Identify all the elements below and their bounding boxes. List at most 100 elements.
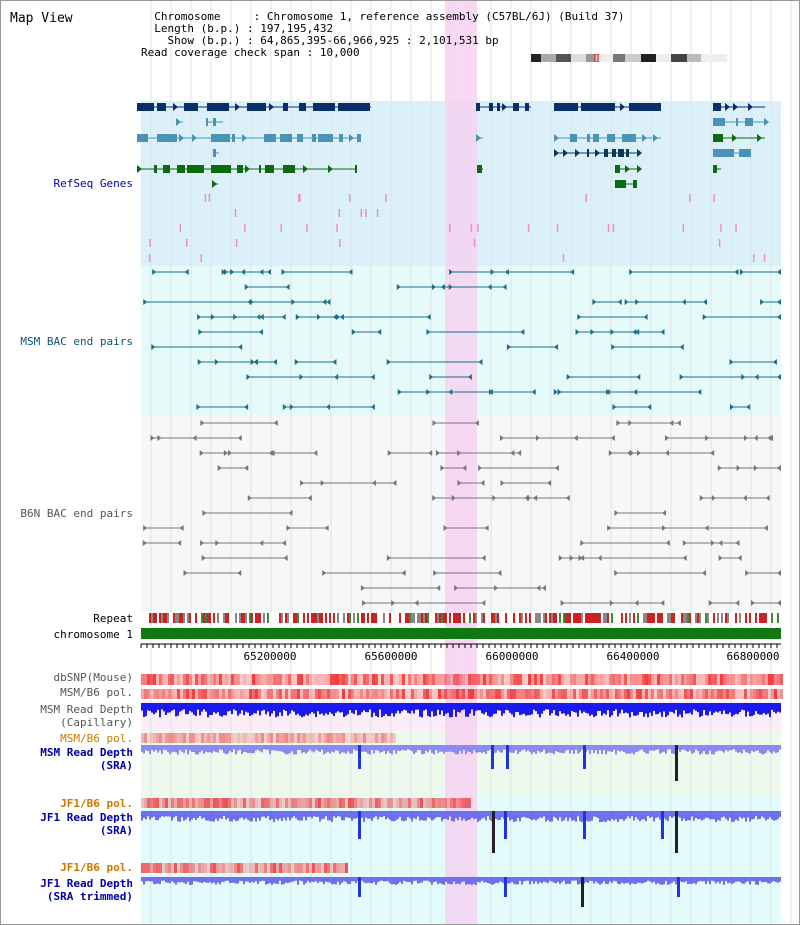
msm-bac-pair-end [258, 329, 263, 335]
track-label-jf1-b6-pol-2[interactable]: JF1/B6 pol. [60, 861, 133, 874]
track-label-msm-bac[interactable]: MSM BAC end pairs [20, 335, 133, 348]
track-label-jf1-b6-pol-1[interactable]: JF1/B6 pol. [60, 797, 133, 810]
msm-sra-depth-bar [143, 745, 145, 754]
dbsnp-cell [333, 674, 336, 685]
repeat-block [661, 613, 663, 623]
msm-sra-depth-bar [233, 745, 235, 750]
msm-pol2-cell [381, 733, 384, 743]
jf1-sra-depth-bar [749, 811, 751, 822]
msm-sra-depth-bar [427, 745, 429, 753]
capillary-depth-bar [571, 703, 573, 712]
dbsnp-cell [279, 674, 282, 685]
msm-sra-depth-bar [395, 745, 397, 754]
track-label-dbsnp[interactable]: dbSNP(Mouse) [53, 671, 133, 684]
jf1-pol-cell [348, 798, 351, 808]
dbsnp-cell [504, 674, 507, 685]
msm-sra-depth-bar [243, 745, 245, 753]
jf1-trim-depth-bar [429, 877, 431, 883]
jf1-sra-depth-bar [307, 811, 309, 817]
jf1-trim-depth-bar [687, 877, 689, 885]
jf1-trim-depth-bar [665, 877, 667, 881]
repeat-block [733, 613, 735, 623]
jf1-sra-depth-bar [245, 811, 247, 819]
msm-sra-depth-bar [437, 745, 439, 753]
repeat-block [301, 613, 303, 623]
jf1-sra-depth-bar [649, 811, 651, 818]
b6n-bac-pair-end [735, 540, 740, 546]
msm-sra-depth-bar [321, 745, 323, 750]
capillary-depth-bar [653, 703, 655, 711]
gene-exon [357, 134, 361, 142]
msm-sra-depth-bar [355, 745, 357, 751]
repeat-block [175, 613, 177, 623]
msm-pol2-cell [213, 733, 216, 743]
chromosome-ideogram[interactable] [531, 54, 727, 62]
msm-pol-cell [348, 689, 351, 699]
track-label-repeat[interactable]: Repeat [93, 612, 133, 625]
msm-sra-depth-bar [695, 745, 697, 750]
track-label-msm-depth-sra[interactable]: MSM Read Depth (SRA) [40, 746, 133, 772]
msm-sra-depth-bar [773, 745, 775, 752]
capillary-depth-bar [645, 703, 647, 714]
track-label-chromosome[interactable]: chromosome 1 [53, 628, 133, 641]
msm-pol-cell [558, 689, 561, 699]
track-label-refseq-genes[interactable]: RefSeq Genes [53, 177, 133, 190]
track-label-msm-depth-capillary[interactable]: MSM Read Depth (Capillary) [40, 703, 133, 729]
capillary-depth-bar [285, 703, 287, 712]
track-label-jf1-depth-sra[interactable]: JF1 Read Depth (SRA) [40, 811, 133, 837]
jf1-trim-depth-bar [223, 877, 225, 882]
msm-pol-cell [732, 689, 735, 699]
repeat-block [711, 613, 713, 623]
b6n-bac-pair-end [362, 600, 367, 606]
jf1-pol-cell [318, 798, 321, 808]
track-label-jf1-depth-trimmed[interactable]: JF1 Read Depth (SRA trimmed) [40, 877, 133, 903]
capillary-depth-bar [669, 703, 671, 712]
jf1-pol-cell [279, 798, 282, 808]
msm-pol2-cell [375, 733, 378, 743]
dbsnp-cell [510, 674, 513, 685]
jf1-trim-depth-bar [485, 877, 487, 883]
capillary-depth-bar [487, 703, 489, 716]
msm-sra-depth-bar [525, 745, 527, 752]
track-label-msm-b6-pol-1[interactable]: MSM/B6 pol. [60, 686, 133, 699]
b6n-bac-pair-end [610, 435, 615, 441]
msm-pol2-cell [177, 733, 180, 743]
msm-pol-cell [483, 689, 486, 699]
msm-pol-cell [462, 689, 465, 699]
jf1-trim-depth-bar [287, 877, 289, 884]
msm-sra-depth-bar [771, 745, 773, 754]
jf1-pol-cell [216, 798, 219, 808]
gene-exon [604, 149, 608, 157]
dbsnp-cell [174, 674, 177, 685]
track-label-msm-b6-pol-2[interactable]: MSM/B6 pol. [60, 732, 133, 745]
capillary-depth-bar [549, 703, 551, 716]
jf1-sra-depth-bar [189, 811, 191, 822]
dbsnp-cell [768, 674, 771, 685]
msm-sra-depth-bar [593, 745, 595, 753]
repeat-block [765, 613, 767, 623]
jf1-sra-depth-bar [559, 811, 561, 818]
jf1-sra-depth-bar [769, 811, 771, 818]
repeat-block [343, 613, 345, 623]
repeat-block [361, 613, 363, 623]
capillary-depth-bar [309, 703, 311, 714]
msm-sra-depth-bar [501, 745, 503, 753]
b6n-bac-pair-end [313, 450, 318, 456]
jf1-trim-depth-bar [455, 877, 457, 885]
jf1-sra-depth-bar [519, 811, 521, 822]
repeat-block [717, 613, 719, 623]
msm-sra-depth-bar [365, 745, 367, 752]
b6n-bac-pair-end [481, 555, 486, 561]
track-label-b6n-bac[interactable]: B6N BAC end pairs [20, 507, 133, 520]
msm-pol2-cell [342, 733, 345, 743]
gene-exon [587, 134, 590, 142]
repeat-block [147, 613, 149, 623]
msm-pol-cell [699, 689, 702, 699]
jf1-trim-depth-bar [735, 877, 737, 882]
jf1-trim-depth-bar [671, 877, 673, 883]
jf1-trim-depth-bar [629, 877, 631, 885]
msm-pol-cell [573, 689, 576, 699]
jf1-trim-depth-bar [605, 877, 607, 884]
dbsnp-cell [594, 674, 597, 685]
msm-sra-depth-bar [423, 745, 425, 754]
